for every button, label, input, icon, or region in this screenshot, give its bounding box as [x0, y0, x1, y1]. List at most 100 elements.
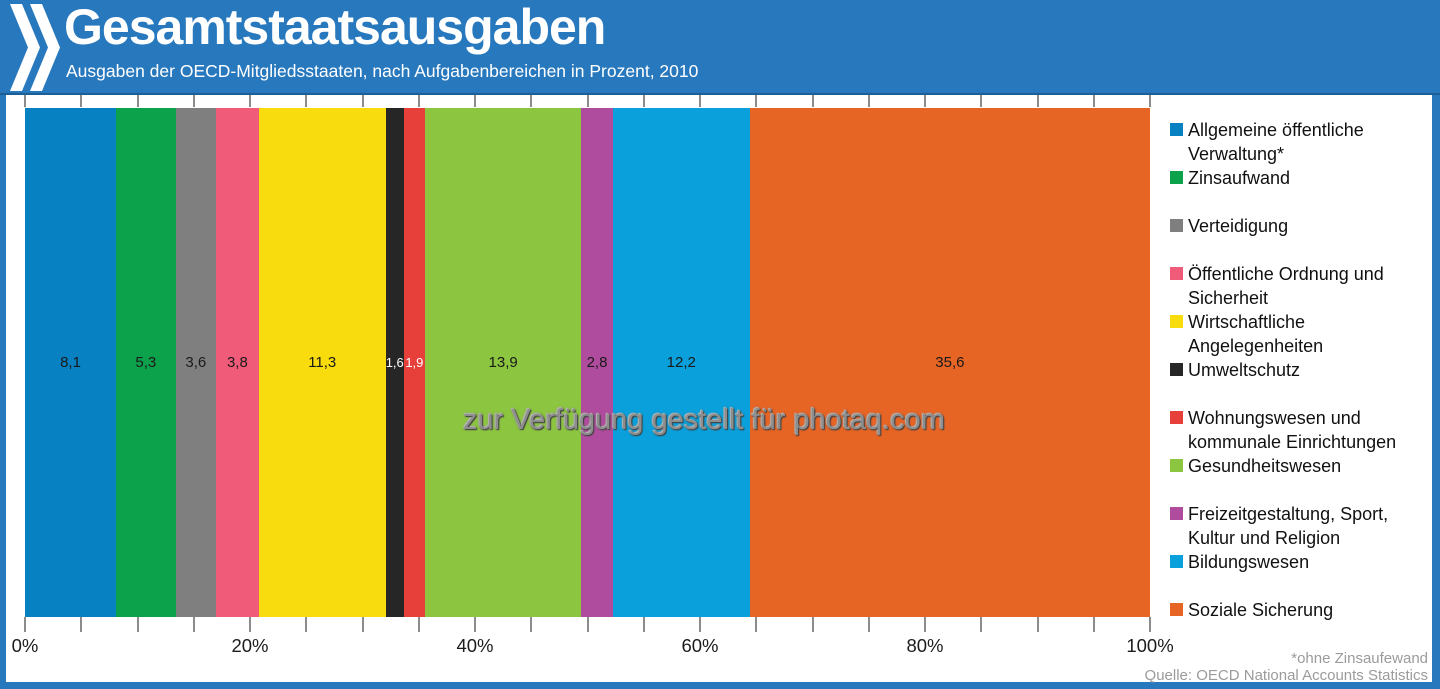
axis-tick — [24, 617, 26, 632]
axis-tick — [1149, 617, 1151, 632]
axis-tick — [136, 617, 139, 632]
legend-swatch-icon — [1170, 603, 1183, 616]
axis-tick — [811, 617, 814, 632]
bar-segment-value: 11,3 — [308, 354, 337, 371]
ticks-top — [24, 95, 1151, 107]
bar-segment-5: 11,3 — [258, 108, 386, 617]
legend-swatch-icon — [1170, 171, 1183, 184]
axis-tick — [642, 617, 645, 632]
bar-segment-value: 2,8 — [586, 354, 608, 371]
legend-item-2: Zinsaufwand — [1170, 166, 1426, 214]
legend-label: Gesundheitswesen — [1188, 456, 1342, 476]
axis-tick — [924, 95, 926, 107]
bar-segment-1: 8,1 — [25, 108, 117, 617]
bar-segment-11: 35,6 — [749, 108, 1150, 617]
legend-swatch-icon — [1170, 267, 1183, 280]
axis-tick — [1092, 95, 1095, 107]
axis-tick — [249, 95, 251, 107]
page-title: Gesamtstaatsausgaben — [64, 0, 606, 55]
stacked-bar: 8,1 5,3 3,6 3,8 11,3 1,6 1,9 13,9 2,8 12,2 35,6 — [25, 108, 1150, 617]
bar-segment-4: 3,8 — [216, 108, 259, 617]
axis-tick — [474, 617, 476, 632]
axis-tick — [1149, 95, 1151, 107]
bar-segment-9: 2,8 — [581, 108, 613, 617]
legend-label: Umweltschutz — [1188, 360, 1301, 380]
axis-tick — [136, 95, 139, 107]
legend-label: Wohnungswesen und kommunale Einrichtunge… — [1188, 408, 1397, 452]
legend: Allgemeine öffentliche Verwaltung* Zinsau… — [1170, 118, 1426, 646]
axis-tick — [80, 617, 83, 632]
axis-tick — [417, 95, 420, 107]
legend-item-5: Wirtschaftliche Angelegenheiten — [1170, 310, 1426, 358]
legend-item-4: Öffentliche Ordnung und Sicherheit — [1170, 262, 1426, 310]
legend-item-10: Bildungswesen — [1170, 550, 1426, 598]
source-credit: Quelle: OECD National Accounts Statistic… — [1144, 667, 1428, 684]
axis-tick — [811, 95, 814, 107]
axis-tick — [1036, 95, 1039, 107]
legend-item-3: Verteidigung — [1170, 214, 1426, 262]
axis-tick — [980, 617, 983, 632]
legend-label: Zinsaufwand — [1188, 168, 1291, 188]
axis-tick — [361, 95, 364, 107]
axis-tick — [924, 617, 926, 632]
bar-segment-value: 3,6 — [185, 354, 207, 371]
axis-tick — [305, 95, 308, 107]
axis-tick — [586, 617, 589, 632]
axis-tick — [192, 617, 195, 632]
legend-swatch-icon — [1170, 219, 1183, 232]
axis-tick — [699, 95, 701, 107]
legend-label: Bildungswesen — [1188, 552, 1310, 572]
legend-label: Soziale Sicherung — [1188, 600, 1334, 620]
axis-tick — [642, 95, 645, 107]
axis-tick — [24, 95, 26, 107]
legend-swatch-icon — [1170, 555, 1183, 568]
axis-tick — [530, 95, 533, 107]
x-axis-tick-label: 60% — [681, 635, 719, 656]
legend-item-9: Freizeitgestaltung, Sport, Kultur und Re… — [1170, 502, 1426, 550]
legend-item-6: Umweltschutz — [1170, 358, 1426, 406]
x-axis-tick-label: 0% — [11, 635, 39, 656]
footnote: *ohne Zinsaufewand — [1291, 650, 1428, 667]
legend-item-1: Allgemeine öffentliche Verwaltung* — [1170, 118, 1426, 166]
x-axis-labels: 0% 20% 40% 60% 80% 100% — [12, 635, 1174, 661]
axis-tick — [361, 617, 364, 632]
axis-tick — [305, 617, 308, 632]
header: Gesamtstaatsausgaben Ausgaben der OECD-M… — [0, 0, 1440, 95]
bar-segment-8: 13,9 — [425, 108, 582, 617]
legend-label: Wirtschaftliche Angelegenheiten — [1188, 312, 1324, 356]
bar-segment-value: 1,6 — [385, 355, 404, 370]
x-axis-tick-label: 100% — [1126, 635, 1174, 656]
axis-tick — [755, 617, 758, 632]
legend-swatch-icon — [1170, 315, 1183, 328]
axis-tick — [586, 95, 589, 107]
bar-segment-7: 1,9 — [403, 108, 426, 617]
legend-swatch-icon — [1170, 507, 1183, 520]
bar-segment-2: 5,3 — [116, 108, 176, 617]
axis-tick — [192, 95, 195, 107]
legend-label: Verteidigung — [1188, 216, 1289, 236]
ticks-bottom — [24, 617, 1151, 632]
axis-tick — [699, 617, 701, 632]
bar-segment-value: 12,2 — [666, 354, 696, 371]
bar-segment-value: 1,9 — [405, 355, 424, 370]
x-axis-tick-label: 40% — [456, 635, 494, 656]
legend-swatch-icon — [1170, 123, 1183, 136]
legend-label: Allgemeine öffentliche Verwaltung* — [1188, 120, 1364, 164]
axis-tick — [530, 617, 533, 632]
legend-item-8: Gesundheitswesen — [1170, 454, 1426, 502]
axis-tick — [249, 617, 251, 632]
bar-segment-value: 3,8 — [226, 354, 248, 371]
bar-segment-value: 35,6 — [935, 354, 965, 371]
axis-tick — [474, 95, 476, 107]
axis-tick — [867, 95, 870, 107]
oecd-chevrons-logo-icon — [10, 4, 60, 91]
bar-segment-10: 12,2 — [612, 108, 750, 617]
bar-segment-3: 3,6 — [175, 108, 217, 617]
legend-swatch-icon — [1170, 459, 1183, 472]
axis-tick — [755, 95, 758, 107]
axis-tick — [80, 95, 83, 107]
axis-area: 8,1 5,3 3,6 3,8 11,3 1,6 1,9 13,9 2,8 12,2 35,6 0%… — [12, 95, 1174, 682]
axis-tick — [417, 617, 420, 632]
bar-segment-value: 5,3 — [135, 354, 157, 371]
legend-item-11: Soziale Sicherung — [1170, 598, 1426, 646]
